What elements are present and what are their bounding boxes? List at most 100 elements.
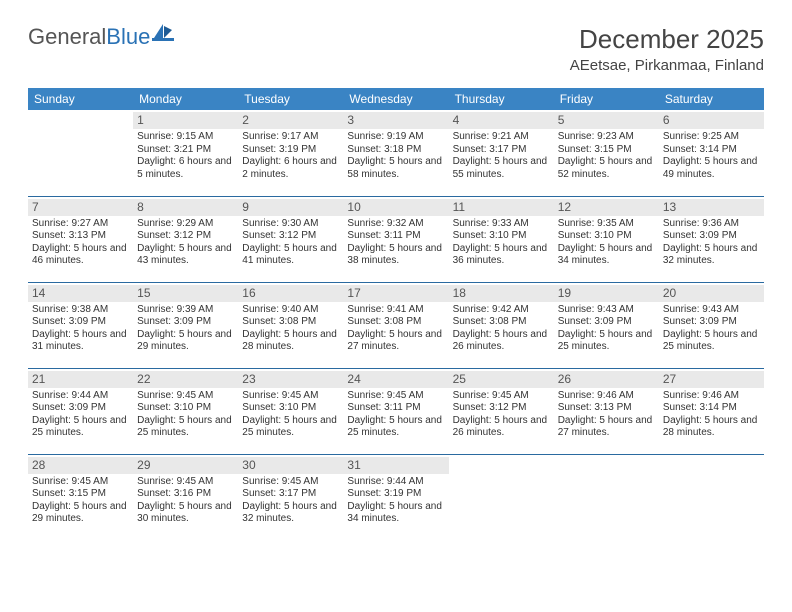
sunrise-text: Sunrise: 9:40 AM (242, 304, 339, 317)
calendar-cell: 22Sunrise: 9:45 AMSunset: 3:10 PMDayligh… (133, 368, 238, 454)
sunrise-text: Sunrise: 9:15 AM (137, 131, 234, 144)
daylight-text: Daylight: 5 hours and 25 minutes. (347, 415, 444, 440)
calendar-cell: 10Sunrise: 9:32 AMSunset: 3:11 PMDayligh… (343, 196, 448, 282)
daylight-text: Daylight: 5 hours and 43 minutes. (137, 243, 234, 268)
daylight-text: Daylight: 5 hours and 32 minutes. (242, 501, 339, 526)
calendar-cell: 18Sunrise: 9:42 AMSunset: 3:08 PMDayligh… (449, 282, 554, 368)
sunrise-text: Sunrise: 9:45 AM (242, 390, 339, 403)
daylight-text: Daylight: 5 hours and 25 minutes. (663, 329, 760, 354)
day-number: 2 (238, 112, 343, 129)
calendar-week-row: 21Sunrise: 9:44 AMSunset: 3:09 PMDayligh… (28, 368, 764, 454)
sunrise-text: Sunrise: 9:17 AM (242, 131, 339, 144)
daylight-text: Daylight: 5 hours and 36 minutes. (453, 243, 550, 268)
calendar-cell: 5Sunrise: 9:23 AMSunset: 3:15 PMDaylight… (554, 110, 659, 196)
calendar-cell: 28Sunrise: 9:45 AMSunset: 3:15 PMDayligh… (28, 454, 133, 540)
calendar-cell: 20Sunrise: 9:43 AMSunset: 3:09 PMDayligh… (659, 282, 764, 368)
day-number: 9 (238, 199, 343, 216)
day-number: 1 (133, 112, 238, 129)
title-block: December 2025 AEetsae, Pirkanmaa, Finlan… (570, 24, 764, 74)
daylight-text: Daylight: 6 hours and 2 minutes. (242, 156, 339, 181)
sunrise-text: Sunrise: 9:45 AM (32, 476, 129, 489)
day-header: Friday (554, 88, 659, 110)
day-header: Monday (133, 88, 238, 110)
daylight-text: Daylight: 5 hours and 46 minutes. (32, 243, 129, 268)
calendar-cell: 16Sunrise: 9:40 AMSunset: 3:08 PMDayligh… (238, 282, 343, 368)
day-number: 19 (554, 285, 659, 302)
sunrise-text: Sunrise: 9:43 AM (558, 304, 655, 317)
sunrise-text: Sunrise: 9:23 AM (558, 131, 655, 144)
calendar-week-row: 28Sunrise: 9:45 AMSunset: 3:15 PMDayligh… (28, 454, 764, 540)
sunset-text: Sunset: 3:09 PM (558, 316, 655, 329)
calendar-cell: 12Sunrise: 9:35 AMSunset: 3:10 PMDayligh… (554, 196, 659, 282)
calendar-cell: 13Sunrise: 9:36 AMSunset: 3:09 PMDayligh… (659, 196, 764, 282)
calendar-cell: 14Sunrise: 9:38 AMSunset: 3:09 PMDayligh… (28, 282, 133, 368)
sunset-text: Sunset: 3:18 PM (347, 144, 444, 157)
sunset-text: Sunset: 3:10 PM (242, 402, 339, 415)
sunrise-text: Sunrise: 9:45 AM (242, 476, 339, 489)
sunset-text: Sunset: 3:09 PM (663, 316, 760, 329)
logo-text-blue: Blue (106, 24, 150, 50)
daylight-text: Daylight: 5 hours and 28 minutes. (663, 415, 760, 440)
day-number: 26 (554, 371, 659, 388)
calendar-head: SundayMondayTuesdayWednesdayThursdayFrid… (28, 88, 764, 110)
day-number: 17 (343, 285, 448, 302)
day-number: 28 (28, 457, 133, 474)
sunrise-text: Sunrise: 9:45 AM (137, 390, 234, 403)
daylight-text: Daylight: 5 hours and 29 minutes. (137, 329, 234, 354)
day-header: Thursday (449, 88, 554, 110)
daylight-text: Daylight: 5 hours and 25 minutes. (32, 415, 129, 440)
sunrise-text: Sunrise: 9:32 AM (347, 218, 444, 231)
calendar-cell: 21Sunrise: 9:44 AMSunset: 3:09 PMDayligh… (28, 368, 133, 454)
sunset-text: Sunset: 3:14 PM (663, 402, 760, 415)
day-number: 15 (133, 285, 238, 302)
daylight-text: Daylight: 5 hours and 52 minutes. (558, 156, 655, 181)
sunset-text: Sunset: 3:10 PM (453, 230, 550, 243)
sunset-text: Sunset: 3:08 PM (347, 316, 444, 329)
sunrise-text: Sunrise: 9:43 AM (663, 304, 760, 317)
sunset-text: Sunset: 3:09 PM (32, 402, 129, 415)
sunrise-text: Sunrise: 9:42 AM (453, 304, 550, 317)
sunset-text: Sunset: 3:11 PM (347, 230, 444, 243)
calendar-cell: 7 Sunrise: 9:27 AMSunset: 3:13 PMDaylight… (28, 196, 133, 282)
sunset-text: Sunset: 3:09 PM (137, 316, 234, 329)
day-number: 14 (28, 285, 133, 302)
daylight-text: Daylight: 5 hours and 27 minutes. (558, 415, 655, 440)
sunrise-text: Sunrise: 9:33 AM (453, 218, 550, 231)
day-number: 5 (554, 112, 659, 129)
day-number: 6 (659, 112, 764, 129)
day-number: 16 (238, 285, 343, 302)
calendar-cell: 15Sunrise: 9:39 AMSunset: 3:09 PMDayligh… (133, 282, 238, 368)
daylight-text: Daylight: 5 hours and 34 minutes. (347, 501, 444, 526)
sunrise-text: Sunrise: 9:45 AM (137, 476, 234, 489)
day-number: 13 (659, 199, 764, 216)
calendar-cell: 6Sunrise: 9:25 AMSunset: 3:14 PMDaylight… (659, 110, 764, 196)
sunrise-text: Sunrise: 9:45 AM (453, 390, 550, 403)
sunrise-text: Sunrise: 9:46 AM (558, 390, 655, 403)
sunrise-text: Sunrise: 9:41 AM (347, 304, 444, 317)
sunrise-text: Sunrise: 9:44 AM (347, 476, 444, 489)
day-number: 3 (343, 112, 448, 129)
sunset-text: Sunset: 3:13 PM (32, 230, 129, 243)
sunrise-text: Sunrise: 9:27 AM (32, 218, 129, 231)
day-number: 10 (343, 199, 448, 216)
sunrise-text: Sunrise: 9:30 AM (242, 218, 339, 231)
calendar-week-row: 7Sunrise: 9:27 AMSunset: 3:13 PMDaylight… (28, 196, 764, 282)
day-number: 30 (238, 457, 343, 474)
sunrise-text: Sunrise: 9:25 AM (663, 131, 760, 144)
daylight-text: Daylight: 5 hours and 34 minutes. (558, 243, 655, 268)
daylight-text: Daylight: 5 hours and 31 minutes. (32, 329, 129, 354)
day-number: 7 (28, 199, 133, 216)
sunrise-text: Sunrise: 9:21 AM (453, 131, 550, 144)
sunset-text: Sunset: 3:17 PM (453, 144, 550, 157)
day-number: 4 (449, 112, 554, 129)
calendar-cell (659, 454, 764, 540)
calendar-cell: 9Sunrise: 9:30 AMSunset: 3:12 PMDaylight… (238, 196, 343, 282)
calendar-cell: 8Sunrise: 9:29 AMSunset: 3:12 PMDaylight… (133, 196, 238, 282)
sunrise-text: Sunrise: 9:44 AM (32, 390, 129, 403)
logo-text-gray: General (28, 24, 106, 50)
calendar-cell: 11Sunrise: 9:33 AMSunset: 3:10 PMDayligh… (449, 196, 554, 282)
daylight-text: Daylight: 5 hours and 26 minutes. (453, 415, 550, 440)
sunrise-text: Sunrise: 9:38 AM (32, 304, 129, 317)
daylight-text: Daylight: 6 hours and 5 minutes. (137, 156, 234, 181)
daylight-text: Daylight: 5 hours and 25 minutes. (242, 415, 339, 440)
